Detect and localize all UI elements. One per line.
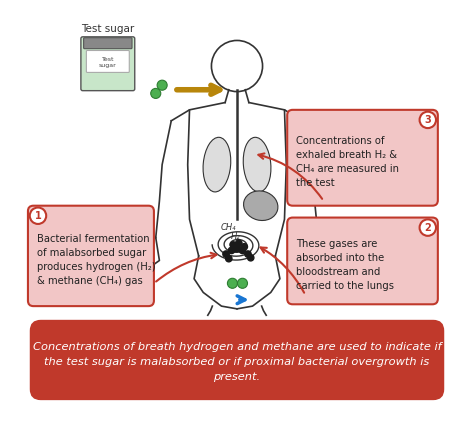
FancyBboxPatch shape xyxy=(287,110,438,206)
Ellipse shape xyxy=(243,137,271,192)
Text: H₂: H₂ xyxy=(231,233,240,242)
FancyBboxPatch shape xyxy=(28,206,154,306)
Circle shape xyxy=(230,242,237,248)
Text: Test
sugar: Test sugar xyxy=(99,57,117,68)
Circle shape xyxy=(236,240,242,246)
FancyBboxPatch shape xyxy=(83,38,132,49)
FancyBboxPatch shape xyxy=(86,51,129,72)
Circle shape xyxy=(234,245,240,252)
Circle shape xyxy=(419,219,436,236)
Circle shape xyxy=(157,80,167,90)
Circle shape xyxy=(228,278,237,288)
Circle shape xyxy=(151,88,161,98)
Text: 3: 3 xyxy=(424,115,431,125)
Text: CH₄: CH₄ xyxy=(220,223,236,232)
FancyBboxPatch shape xyxy=(287,218,438,304)
Text: These gases are
absorbed into the
bloodstream and
carried to the lungs: These gases are absorbed into the bloods… xyxy=(296,239,394,291)
Text: Concentrations of
exhaled breath H₂ &
CH₄ are measured in
the test: Concentrations of exhaled breath H₂ & CH… xyxy=(296,136,399,188)
Ellipse shape xyxy=(203,137,231,192)
FancyBboxPatch shape xyxy=(30,320,444,400)
Text: Concentrations of breath hydrogen and methane are used to indicate if
the test s: Concentrations of breath hydrogen and me… xyxy=(33,342,441,382)
Circle shape xyxy=(245,251,251,257)
Circle shape xyxy=(239,247,246,253)
Circle shape xyxy=(228,247,235,253)
Circle shape xyxy=(237,278,247,288)
Text: Test sugar: Test sugar xyxy=(81,24,135,34)
Circle shape xyxy=(30,207,46,224)
Circle shape xyxy=(226,256,232,262)
FancyBboxPatch shape xyxy=(81,37,135,91)
Circle shape xyxy=(241,244,247,250)
Circle shape xyxy=(223,251,229,257)
Circle shape xyxy=(247,255,254,261)
Text: 2: 2 xyxy=(424,223,431,233)
Ellipse shape xyxy=(244,191,278,221)
Text: Bacterial fermentation
of malabsorbed sugar
produces hydrogen (H₂)
& methane (CH: Bacterial fermentation of malabsorbed su… xyxy=(37,234,155,286)
Circle shape xyxy=(419,112,436,128)
Text: 1: 1 xyxy=(35,211,41,221)
